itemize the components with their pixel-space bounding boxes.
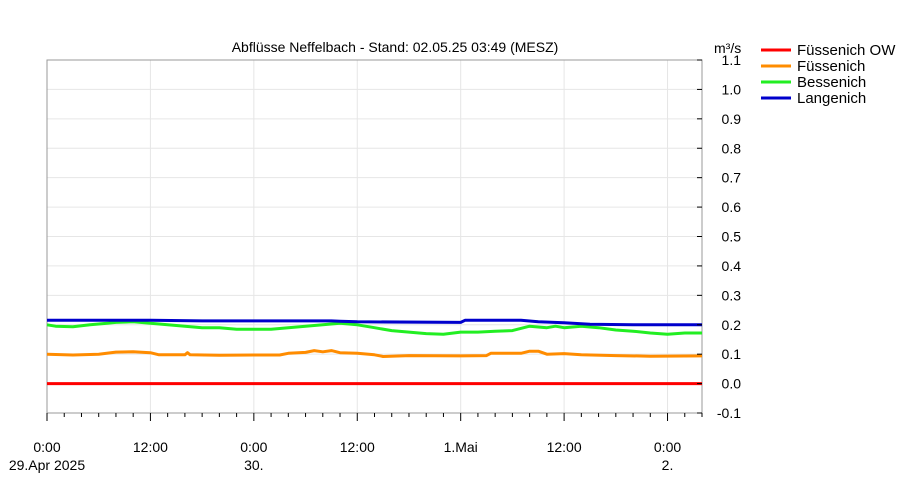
- x-axis: 0:00 29.Apr 2025 12:00 0:00 30. 12:00 1.Mai 12:…: [9, 413, 703, 473]
- y-tick-label: 1.0: [722, 81, 742, 97]
- x-tick-sublabel: 29.Apr 2025: [9, 457, 85, 473]
- y-tick-label: 1.1: [722, 52, 742, 68]
- legend-label: Füssenich: [797, 58, 865, 75]
- y-tick-label: -0.1: [717, 405, 741, 421]
- legend-label: Langenich: [797, 90, 866, 107]
- x-tick-label: 0:00: [33, 439, 60, 455]
- y-tick-label: 0.6: [722, 199, 742, 215]
- x-tick-sublabel: 30.: [244, 457, 263, 473]
- y-tick-label: 0.2: [722, 317, 742, 333]
- y-tick-label: 0.3: [722, 287, 742, 303]
- x-tick-label: 0:00: [240, 439, 267, 455]
- chart-title: Abflüsse Neffelbach - Stand: 02.05.25 03…: [232, 39, 559, 55]
- series-lines: [46, 318, 703, 386]
- y-tick-label: 0.5: [722, 229, 742, 245]
- x-tick-sublabel: 2.: [662, 457, 674, 473]
- series-line-3: [47, 318, 702, 327]
- y-tick-label: 0.0: [722, 376, 742, 392]
- x-tick-label: 12:00: [547, 439, 582, 455]
- y-tick-label: 0.7: [722, 170, 742, 186]
- y-tick-label: 0.8: [722, 140, 742, 156]
- legend-label: Bessenich: [797, 74, 866, 91]
- x-tick-label: 12:00: [340, 439, 375, 455]
- legend-label: Füssenich OW: [797, 42, 896, 59]
- x-tick-label: 1.Mai: [444, 439, 478, 455]
- y-tick-label: 0.1: [722, 346, 742, 362]
- y-axis-unit: m³/s: [714, 40, 741, 56]
- series-line-2: [46, 320, 702, 336]
- y-axis: -0.1 0.0 0.1 0.2 0.3 0.4 0.5 0.6 0.7 0.8 0.9 1.0 1.1: [697, 52, 741, 421]
- series-line-1: [46, 349, 703, 358]
- x-tick-label: 12:00: [133, 439, 168, 455]
- gridlines: [46, 59, 702, 414]
- y-tick-label: 0.4: [722, 258, 742, 274]
- y-tick-label: 0.9: [722, 111, 742, 127]
- x-tick-label: 0:00: [654, 439, 681, 455]
